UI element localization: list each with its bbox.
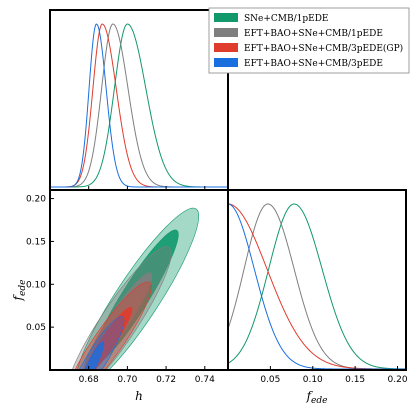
legend-swatch-3 (214, 58, 238, 67)
h-marginal-curve-3 (50, 23, 228, 188)
fede-tick-label-y-1: 0.10 (26, 280, 46, 290)
x-axis-label-fede: fede (306, 389, 328, 406)
fede-label-main-right: f (306, 389, 314, 403)
h-marginal-curve-1 (50, 23, 228, 188)
legend-swatch-2 (214, 43, 238, 52)
legend-frame (208, 7, 410, 74)
h-marginal-curve-2 (50, 23, 228, 188)
h-marginal-curve-0 (50, 23, 228, 188)
x-axis-label-h: h (135, 389, 143, 403)
fede-tick-label-y-0: 0.05 (26, 323, 46, 333)
h-tick-label-0: 0.68 (79, 375, 99, 385)
fede-tick-label-x-0: 0.05 (260, 375, 280, 385)
legend-label-1: EFT+BAO+SNe+CMB/1pEDE (244, 29, 383, 39)
fede-tick-label-y-2: 0.15 (26, 237, 46, 247)
h-tick-label-2: 0.72 (156, 375, 176, 385)
fede-tick-label-x-2: 0.15 (345, 375, 365, 385)
fede-tick-label-y-3: 0.20 (26, 195, 46, 205)
h-tick-label-1: 0.70 (117, 375, 137, 385)
fede-label-sub-right: ede (311, 396, 327, 406)
svg-text:fede: fede (306, 389, 328, 406)
legend-swatch-0 (214, 13, 238, 22)
legend: SNe+CMB/1pEDE EFT+BAO+SNe+CMB/1pEDE EFT+BA… (208, 7, 410, 74)
fede-marginal-curve-1 (228, 203, 406, 370)
panel-fede-marginal (227, 189, 407, 371)
legend-swatch-1 (214, 28, 238, 37)
svg-text:fede: fede (11, 280, 28, 302)
panel-2d-contours (49, 189, 229, 371)
h-tick-label-3: 0.74 (195, 375, 215, 385)
legend-label-0: SNe+CMB/1pEDE (244, 14, 329, 24)
fede-tick-label-x-3: 0.20 (388, 375, 408, 385)
contour-68-3 (78, 341, 105, 370)
legend-label-3: EFT+BAO+SNe+CMB/3pEDE (244, 59, 383, 69)
panel-h-marginal (49, 9, 229, 191)
fede-label-sub-left: ede (18, 280, 28, 296)
legend-label-2: EFT+BAO+SNe+CMB/3pEDE(GP) (244, 43, 403, 54)
fede-marginal-curve-0 (228, 203, 406, 370)
fede-tick-label-x-1: 0.10 (303, 375, 323, 385)
fede-label-main-left: f (11, 293, 25, 301)
y-axis-label-fede: fede (11, 280, 28, 302)
